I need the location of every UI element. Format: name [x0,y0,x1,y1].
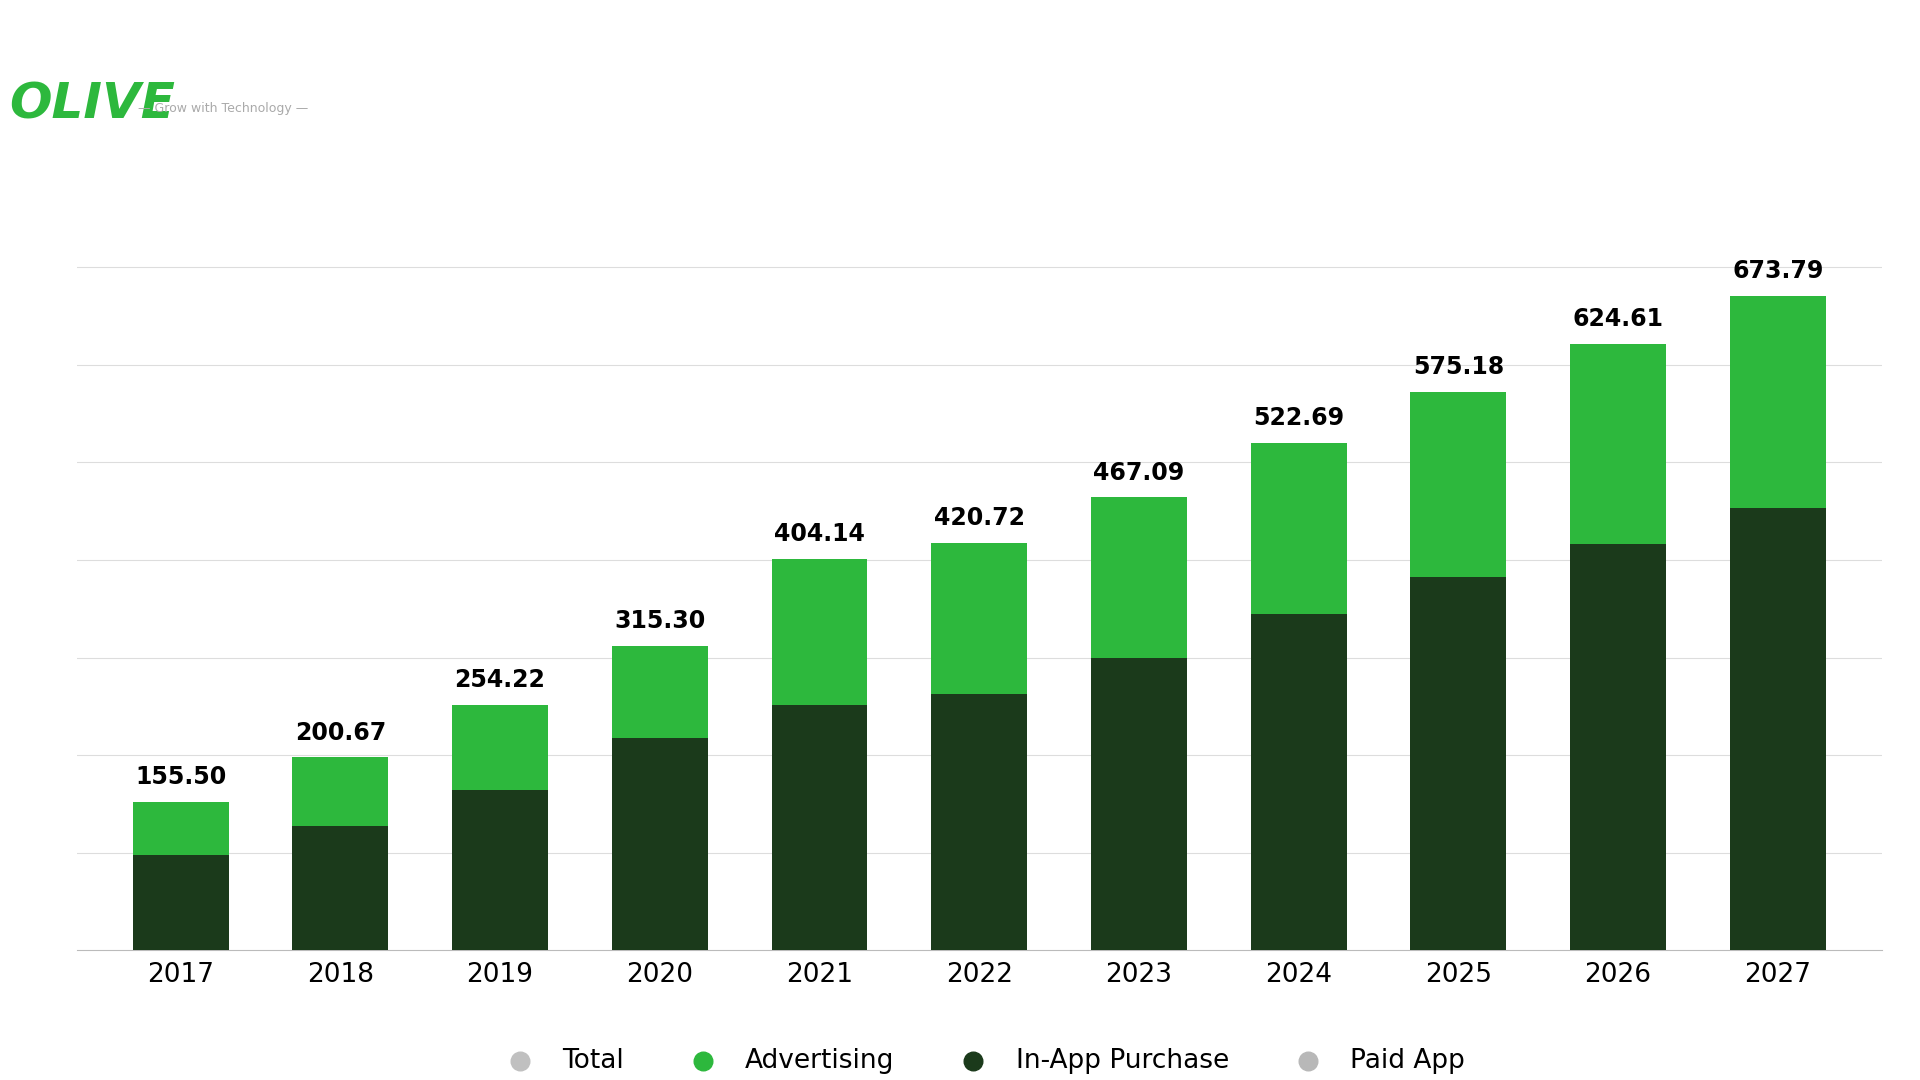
Text: 467.09: 467.09 [1092,461,1185,485]
Text: NEXT: NEXT [10,35,157,83]
Bar [1730,296,1826,509]
Legend: Total, Advertising, In-App Purchase, Paid App: Total, Advertising, In-App Purchase, Pai… [486,1040,1473,1080]
Bar [1411,578,1507,950]
Bar [1730,293,1826,296]
Bar [1411,392,1507,578]
Text: OLIVE: OLIVE [10,81,175,129]
Bar [612,739,708,950]
Bar [1571,343,1667,543]
Bar [451,791,547,950]
Bar [1571,543,1667,950]
Bar [132,855,228,950]
Bar [772,558,868,705]
Bar [1250,613,1346,950]
Text: 420.72: 420.72 [933,505,1025,530]
Bar [931,540,1027,542]
Bar [292,826,388,950]
Bar [1411,389,1507,392]
Text: 673.79: 673.79 [1732,259,1824,283]
Bar [612,646,708,739]
Bar [612,643,708,646]
Text: 404.14: 404.14 [774,522,864,546]
Text: 315.30: 315.30 [614,609,705,633]
Bar [1091,498,1187,659]
Text: 575.18: 575.18 [1413,355,1503,379]
Bar [1091,659,1187,950]
Bar [132,798,228,801]
Text: — Grow with Technology —: — Grow with Technology — [138,102,309,114]
Bar [1250,443,1346,613]
Text: 200.67: 200.67 [294,720,386,745]
Bar [772,556,868,558]
Bar [292,757,388,826]
Text: 624.61: 624.61 [1572,307,1663,330]
Bar [451,705,547,791]
Bar [1730,509,1826,950]
Text: 522.69: 522.69 [1254,406,1344,431]
Bar [292,755,388,757]
Bar [1250,441,1346,443]
Bar [772,705,868,950]
Bar [132,801,228,855]
Bar [451,702,547,705]
Text: 254.22: 254.22 [455,669,545,692]
Bar [1091,495,1187,498]
Bar [931,694,1027,950]
Bar [1571,340,1667,343]
Bar [931,542,1027,694]
Text: 155.50: 155.50 [134,765,227,788]
